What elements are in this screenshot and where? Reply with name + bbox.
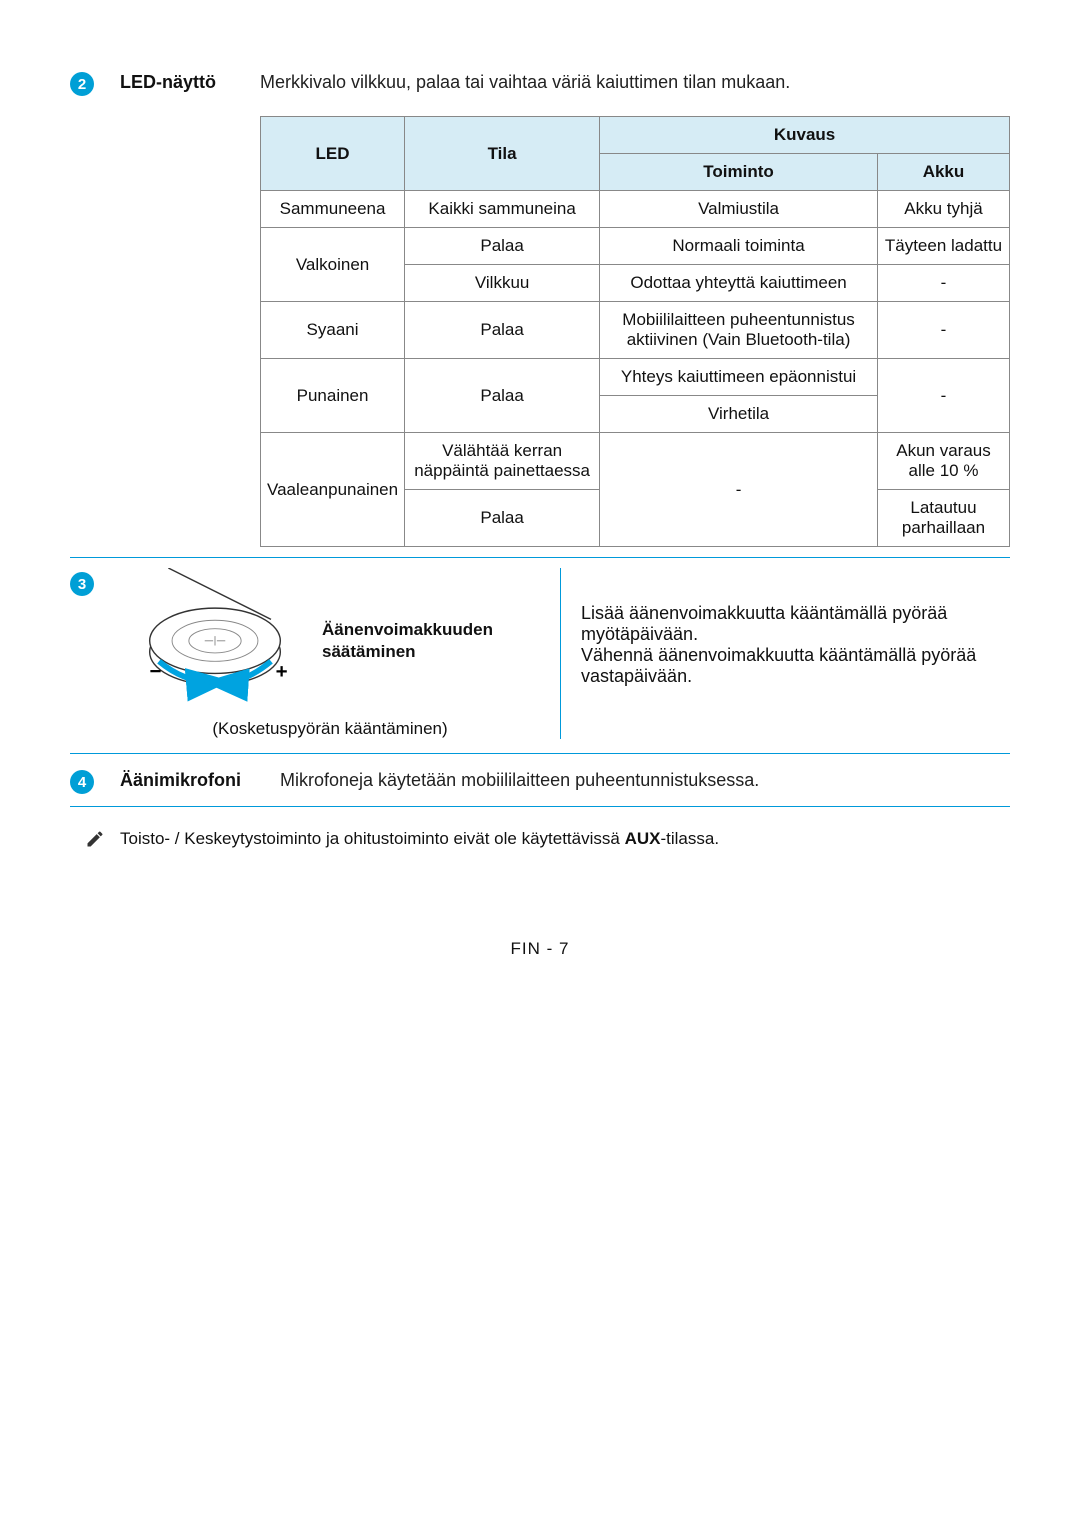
td-r2b-toim: Odottaa yhteyttä kaiuttimeen <box>600 265 878 302</box>
td-r2a-akku: Täyteen ladattu <box>877 228 1009 265</box>
td-sammuneena: Sammuneena <box>261 191 405 228</box>
badge-4: 4 <box>70 770 94 794</box>
note-pre: Toisto- / Keskeytystoiminto ja ohitustoi… <box>120 829 625 848</box>
td-r4-tila: Palaa <box>405 359 600 433</box>
section-3: 3 <box>70 558 1010 753</box>
td-r1-toim: Valmiustila <box>600 191 878 228</box>
td-punainen: Punainen <box>261 359 405 433</box>
td-r1-tila: Kaikki sammuneina <box>405 191 600 228</box>
section-2: 2 LED-näyttö Merkkivalo vilkkuu, palaa t… <box>70 60 1010 106</box>
th-tila: Tila <box>405 117 600 191</box>
section-2-label: LED-näyttö <box>120 68 260 93</box>
volume-caption: (Kosketuspyörän kääntäminen) <box>120 719 540 739</box>
section-4-desc: Mikrofoneja käytetään mobiililaitteen pu… <box>280 766 1010 791</box>
td-r2a-tila: Palaa <box>405 228 600 265</box>
td-r1-akku: Akku tyhjä <box>877 191 1009 228</box>
td-r5b-akku: Latautuu parhaillaan <box>877 490 1009 547</box>
td-r4a-toim: Yhteys kaiuttimeen epäonnistui <box>600 359 878 396</box>
td-valkoinen: Valkoinen <box>261 228 405 302</box>
td-r5a-tila: Välähtää kerran näppäintä painettaessa <box>405 433 600 490</box>
note-text: Toisto- / Keskeytystoiminto ja ohitustoi… <box>120 829 719 849</box>
wheel-icon: − + <box>120 568 310 713</box>
td-r2b-akku: - <box>877 265 1009 302</box>
th-led: LED <box>261 117 405 191</box>
td-r4b-toim: Virhetila <box>600 396 878 433</box>
minus-label: − <box>150 660 162 683</box>
td-r3-tila: Palaa <box>405 302 600 359</box>
td-r3-akku: - <box>877 302 1009 359</box>
td-r4-akku: - <box>877 359 1009 433</box>
note-bold: AUX <box>625 829 661 848</box>
td-syaani: Syaani <box>261 302 405 359</box>
th-akku: Akku <box>877 154 1009 191</box>
volume-title: Äänenvoimakkuuden säätäminen <box>322 619 482 662</box>
wheel-svg: − + <box>120 568 310 708</box>
td-r5a-akku: Akun varaus alle 10 % <box>877 433 1009 490</box>
badge-3: 3 <box>70 572 94 596</box>
section-4: 4 Äänimikrofoni Mikrofoneja käytetään mo… <box>70 754 1010 806</box>
page-number: FIN - 7 <box>70 939 1010 959</box>
td-r5a-toim: - <box>600 433 878 547</box>
th-kuvaus: Kuvaus <box>600 117 1010 154</box>
td-r2a-toim: Normaali toiminta <box>600 228 878 265</box>
led-table: LED Tila Kuvaus Toiminto Akku Sammuneena… <box>260 116 1010 547</box>
volume-desc: Lisää äänenvoimakkuutta kääntämällä pyör… <box>561 568 1010 739</box>
volume-desc-line1: Lisää äänenvoimakkuutta kääntämällä pyör… <box>581 603 1010 645</box>
pencil-icon <box>70 829 120 849</box>
volume-desc-line2: Vähennä äänenvoimakkuutta kääntämällä py… <box>581 645 1010 687</box>
note-row: Toisto- / Keskeytystoiminto ja ohitustoi… <box>70 829 1010 849</box>
td-r2b-tila: Vilkkuu <box>405 265 600 302</box>
divider <box>70 806 1010 807</box>
td-r3-toim: Mobiililaitteen puheentunnistus aktiivin… <box>600 302 878 359</box>
badge-2: 2 <box>70 72 94 96</box>
note-post: -tilassa. <box>660 829 719 848</box>
section-2-desc: Merkkivalo vilkkuu, palaa tai vaihtaa vä… <box>260 68 1010 93</box>
plus-label: + <box>276 660 288 683</box>
th-toiminto: Toiminto <box>600 154 878 191</box>
td-r5b-tila: Palaa <box>405 490 600 547</box>
section-4-label: Äänimikrofoni <box>120 766 280 791</box>
led-table-wrap: LED Tila Kuvaus Toiminto Akku Sammuneena… <box>260 116 1010 547</box>
td-vaaleanpunainen: Vaaleanpunainen <box>261 433 405 547</box>
